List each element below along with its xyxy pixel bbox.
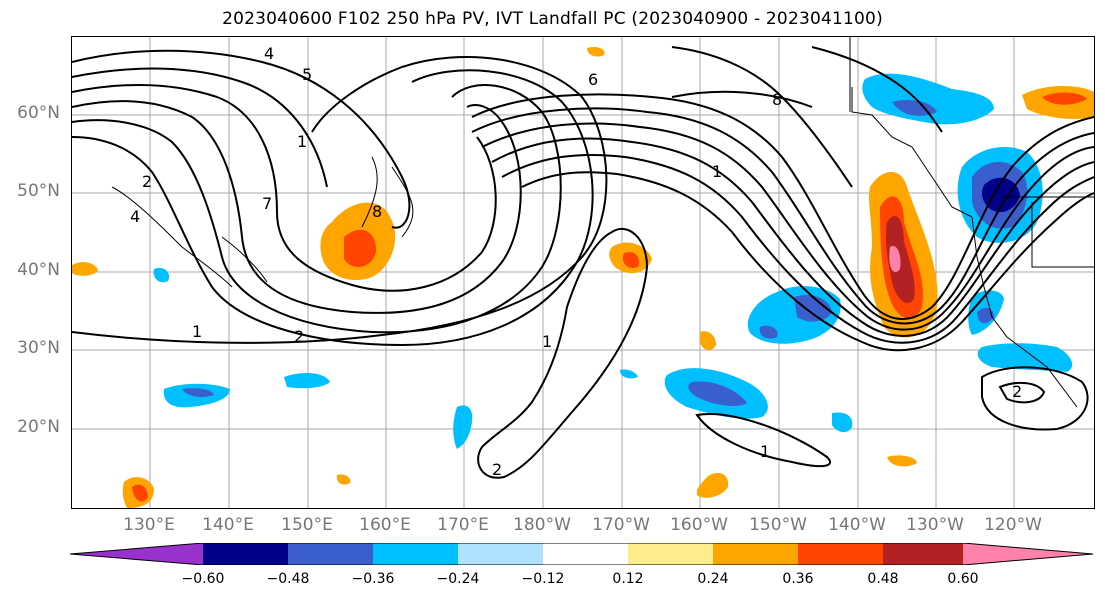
colorbar-segment	[458, 543, 543, 565]
lat-label: 50°N	[17, 181, 60, 201]
lon-label: 170°W	[592, 515, 650, 535]
contour-label: 1	[192, 322, 202, 341]
lon-label: 140°E	[202, 515, 254, 535]
colorbar-segment	[798, 543, 883, 565]
contour-label: 5	[302, 65, 312, 84]
colorbar-tick-label: −0.48	[266, 571, 310, 587]
contour-label: 7	[262, 194, 272, 213]
colorbar-segment	[883, 543, 963, 565]
coastlines	[111, 37, 1094, 408]
graticule	[72, 37, 1094, 508]
pv-contours	[72, 46, 1094, 479]
lon-label: 140°W	[828, 515, 886, 535]
colorbar-segment	[713, 543, 798, 565]
colorbar-tick-label: −0.36	[351, 571, 395, 587]
contour-label: 1	[297, 132, 307, 151]
lon-label: 180°W	[513, 515, 571, 535]
colorbar-tick-label: 0.12	[612, 571, 644, 587]
lon-label: 160°E	[359, 515, 411, 535]
contour-label: 4	[264, 44, 274, 63]
colorbar-tick-label: 0.60	[947, 571, 979, 587]
contour-label: 1	[760, 442, 770, 461]
contour-label: 8	[772, 90, 782, 109]
contour-label: 2	[294, 327, 304, 346]
lon-label: 130°W	[906, 515, 964, 535]
contour-label: 4	[130, 207, 140, 226]
lon-label: 150°E	[281, 515, 333, 535]
ivt-positive-shading	[72, 46, 1094, 508]
colorbar-segment	[543, 543, 628, 565]
contour-label: 6	[588, 70, 598, 89]
colorbar-outline	[70, 543, 1094, 565]
colorbar-tick-label: 0.24	[697, 571, 729, 587]
colorbar-tick-label: 0.48	[867, 571, 899, 587]
colorbar-tick-label: −0.60	[181, 571, 225, 587]
colorbar-segment	[203, 543, 288, 565]
colorbar-segment	[628, 543, 713, 565]
contour-labels: 4 5 1 8 2 1 1 2 1 2 6 8 1 2 4 7	[130, 44, 1022, 479]
colorbar-segment	[373, 543, 458, 565]
colorbar-tick-label: 0.36	[782, 571, 814, 587]
contour-label: 2	[1012, 382, 1022, 401]
contour-label: 1	[712, 162, 722, 181]
lon-label: 130°E	[123, 515, 175, 535]
contour-label: 2	[492, 460, 502, 479]
contour-label: 1	[542, 332, 552, 351]
ivt-negative-shading	[153, 73, 1073, 449]
lat-label: 30°N	[17, 338, 60, 358]
map-canvas: 4 5 1 8 2 1 1 2 1 2 6 8 1 2 4 7	[72, 37, 1094, 508]
lon-label: 160°W	[670, 515, 728, 535]
colorbar-tick-label: −0.24	[436, 571, 480, 587]
map-panel: 4 5 1 8 2 1 1 2 1 2 6 8 1 2 4 7	[71, 36, 1095, 509]
lat-label: 60°N	[17, 103, 60, 123]
lon-label: 170°E	[437, 515, 489, 535]
contour-label: 8	[372, 202, 382, 221]
contour-label: 2	[142, 172, 152, 191]
colorbar-extend-low	[70, 543, 203, 565]
colorbar-extend-high	[963, 543, 1093, 565]
colorbar-segment	[288, 543, 373, 565]
colorbar-segments	[70, 543, 1093, 565]
colorbar-tick-label: −0.12	[521, 571, 565, 587]
lat-label: 20°N	[17, 417, 60, 437]
lon-label: 150°W	[749, 515, 807, 535]
lon-label: 120°W	[984, 515, 1042, 535]
colorbar	[70, 543, 1094, 565]
map-title: 2023040600 F102 250 hPa PV, IVT Landfall…	[222, 9, 883, 29]
lat-label: 40°N	[17, 260, 60, 280]
